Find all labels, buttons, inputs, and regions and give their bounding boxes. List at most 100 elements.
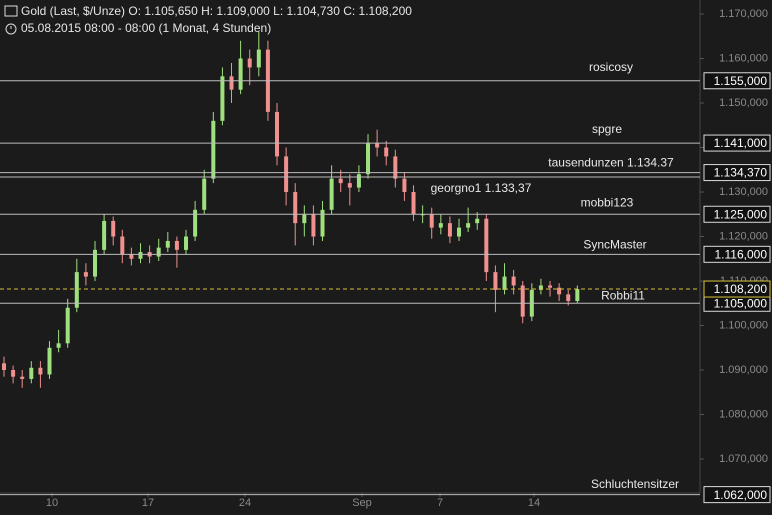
candle-body (302, 214, 307, 224)
candle-body (38, 367, 43, 375)
level-label: georgno1 1.133,37 (431, 181, 532, 195)
clock-icon (5, 23, 17, 35)
x-tick-label: 24 (239, 497, 251, 509)
candle-body (202, 178, 207, 210)
candle-body (429, 214, 434, 228)
candle-body (256, 49, 261, 68)
x-tick-label: Sep (352, 497, 372, 509)
candle-body (347, 183, 352, 188)
y-tick-label: 1.150,000 (719, 97, 768, 109)
candle-body (366, 143, 371, 175)
candle-body (138, 252, 143, 259)
x-tick-label: 10 (46, 497, 58, 509)
candle-body (120, 236, 125, 255)
candle-body (193, 209, 198, 237)
candle-body (165, 240, 170, 248)
candle-body (129, 254, 134, 259)
candle-body (275, 111, 280, 157)
chart-subtitle: 05.08.2015 08:00 - 08:00 (1 Monat, 4 Stu… (21, 21, 271, 35)
price-box (703, 134, 771, 152)
candle-body (111, 220, 116, 237)
candle-body (557, 287, 562, 295)
level-label: Schluchtensitzer (591, 477, 679, 491)
candle-body (247, 58, 252, 68)
price-box (703, 164, 771, 182)
candle-body (220, 76, 225, 121)
candle-body (484, 218, 489, 273)
candle-body (47, 347, 52, 375)
candle-body (338, 178, 343, 184)
y-tick-label: 1.100,000 (719, 319, 768, 331)
candle-body (284, 156, 289, 193)
candle-body (356, 174, 361, 188)
level-label: tausendunzen 1.134.37 (548, 156, 674, 170)
candle-body (402, 178, 407, 193)
price-box (703, 280, 771, 298)
candle-body (438, 223, 443, 228)
level-label: mobbi123 (581, 195, 634, 209)
candle-body (211, 120, 216, 179)
chart-icon (4, 5, 18, 17)
y-tick-label: 1.070,000 (719, 453, 768, 465)
candle-body (466, 223, 471, 228)
chart-title: Gold (Last, $/Unze) O: 1.105,650 H: 1.10… (21, 4, 412, 18)
price-box-label: 1.134,370 (714, 166, 768, 180)
candle-body (65, 307, 70, 344)
candle-body (511, 276, 516, 286)
candle-body (102, 220, 107, 250)
candle-body (566, 294, 571, 302)
y-tick-label: 1.170,000 (719, 8, 768, 20)
price-box-label: 1.155,000 (714, 74, 768, 88)
candle-body (2, 363, 7, 371)
plot (2, 31, 580, 388)
candle-body (329, 178, 334, 210)
candle-body (411, 192, 416, 215)
level-label: spgre (592, 122, 622, 136)
candle-body (93, 249, 98, 277)
candle-body (238, 58, 243, 90)
y-tick-label: 1.120,000 (719, 230, 768, 242)
x-tick-label: 14 (528, 497, 540, 509)
price-box-label: 1.125,000 (714, 207, 768, 221)
candle-body (538, 285, 543, 290)
candle-body (320, 209, 325, 237)
price-box (703, 72, 771, 90)
candle-body (29, 367, 34, 379)
candle-body (11, 370, 16, 377)
price-box (703, 205, 771, 223)
price-box-label: 1.141,000 (714, 136, 768, 150)
candle-body (393, 156, 398, 179)
candle-body (548, 285, 553, 288)
candle-body (384, 147, 389, 157)
candle-body (457, 227, 462, 237)
candle-body (475, 218, 480, 224)
price-box-label: 1.108,200 (714, 282, 768, 296)
header: Gold (Last, $/Unze) O: 1.105,650 H: 1.10… (4, 4, 412, 35)
candle-body (293, 192, 298, 224)
candle-body (184, 236, 189, 250)
candle-body (20, 376, 25, 379)
price-box-label: 1.062,000 (714, 488, 768, 502)
candle-body (229, 76, 234, 90)
candle-body (493, 272, 498, 290)
price-box-label: 1.116,000 (715, 247, 768, 261)
x-tick-label: 17 (142, 497, 154, 509)
candle-body (174, 240, 179, 250)
x-tick-label: 7 (437, 497, 443, 509)
candle-body (311, 214, 316, 237)
candle-body (502, 276, 507, 290)
price-box (703, 245, 771, 263)
candle-body (83, 272, 88, 277)
candle-body (74, 272, 79, 308)
y-tick-label: 1.080,000 (719, 408, 768, 420)
level-label: rosicosy (589, 60, 633, 74)
candle-body (156, 247, 161, 257)
candle-body (56, 343, 61, 348)
y-tick-label: 1.160,000 (719, 52, 768, 64)
y-tick-label: 1.090,000 (719, 364, 768, 376)
price-box-label: 1.105,000 (714, 296, 768, 310)
candle-body (520, 285, 525, 317)
candle-body (575, 289, 580, 302)
